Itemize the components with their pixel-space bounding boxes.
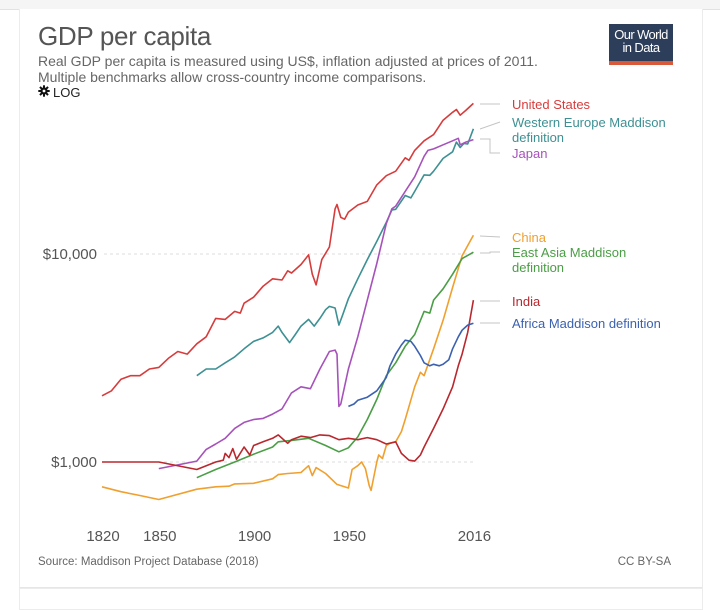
log-toggle-label: LOG: [53, 85, 81, 100]
owid-logo[interactable]: Our World in Data: [609, 24, 673, 65]
x-tick-label: 1820: [86, 528, 119, 545]
legend-label[interactable]: India: [512, 294, 541, 309]
chart-card: [19, 9, 703, 588]
legend-label[interactable]: Japan: [512, 146, 547, 161]
x-tick-label: 2016: [458, 528, 491, 545]
legend-label[interactable]: definition: [512, 130, 564, 145]
series-line-india[interactable]: [102, 299, 475, 471]
legend-label[interactable]: Western Europe Maddison: [512, 115, 666, 130]
logo-line-1: Our World: [614, 27, 668, 42]
legend-label[interactable]: Africa Maddison definition: [512, 316, 661, 331]
y-axis-tick-labels: $1,000 $10,000: [43, 246, 97, 471]
source-note: Source: Maddison Project Database (2018): [38, 556, 259, 568]
legend-label[interactable]: definition: [512, 260, 564, 275]
series-line-africa-maddison-definition[interactable]: [348, 322, 474, 408]
y-tick-label: $1,000: [51, 454, 97, 471]
x-tick-label: 1850: [143, 528, 176, 545]
grid-lines: [104, 253, 476, 463]
legend-label[interactable]: United States: [512, 97, 591, 112]
x-axis-tick-labels: 1820 1850 1900 1950 2016: [86, 528, 491, 545]
legend-connector: [479, 235, 501, 238]
series-lines: [101, 102, 475, 501]
y-tick-label: $10,000: [43, 246, 97, 263]
gear-icon: [38, 85, 50, 100]
logo-accent-bar: [609, 61, 673, 65]
series-line-east-asia-maddison-definition[interactable]: [196, 251, 474, 479]
chart-subtitle: Real GDP per capita is measured using US…: [38, 53, 578, 85]
license-link[interactable]: CC BY-SA: [617, 556, 671, 568]
legend-label[interactable]: China: [512, 230, 547, 245]
subtitle-line-2: Multiple benchmarks allow cross-country …: [38, 69, 427, 85]
series-line-western-europe-maddison-definition[interactable]: [196, 128, 475, 377]
legend-connector: [480, 251, 500, 254]
chart-title: GDP per capita: [38, 21, 212, 51]
series-line-china[interactable]: [101, 234, 475, 501]
x-tick-label: 1950: [333, 528, 366, 545]
logo-line-2: in Data: [622, 40, 661, 55]
legend-connector: [480, 138, 500, 154]
series-line-united-states[interactable]: [101, 102, 474, 397]
legend-label[interactable]: East Asia Maddison: [512, 245, 626, 260]
legend-connector: [479, 121, 501, 130]
log-scale-toggle[interactable]: LOG: [38, 85, 80, 100]
x-tick-label: 1900: [238, 528, 271, 545]
series-line-japan[interactable]: [158, 137, 474, 470]
subtitle-line-1: Real GDP per capita is measured using US…: [38, 53, 538, 69]
